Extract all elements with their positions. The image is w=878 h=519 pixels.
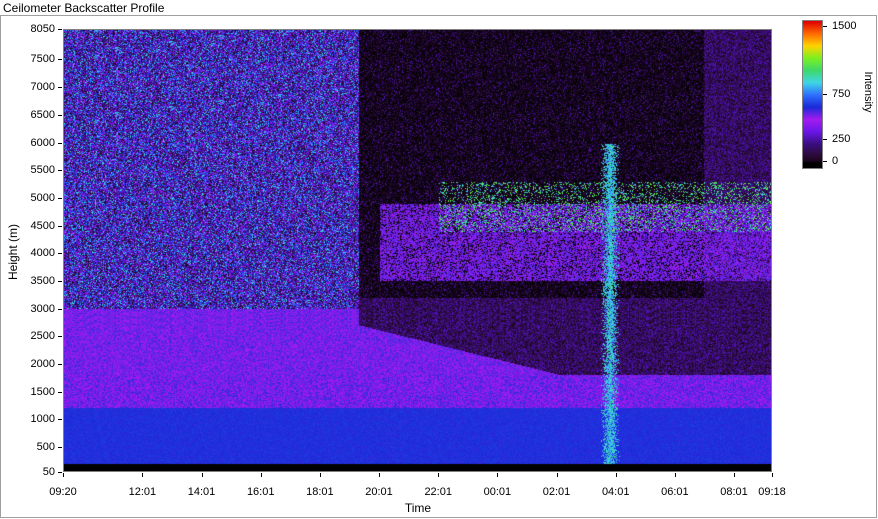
x-tick-mark [142, 473, 144, 477]
y-tick-label: 1000 [30, 413, 55, 426]
y-tick-mark [58, 87, 62, 89]
chart-title: Ceilometer Backscatter Profile [3, 1, 165, 15]
x-tick-label: 09:20 [49, 486, 77, 498]
x-tick-mark [260, 473, 262, 477]
x-tick-label: 04:01 [601, 486, 630, 498]
x-tick-label: 12:01 [128, 486, 157, 498]
y-tick-label: 4000 [30, 247, 55, 260]
x-tick-label: 09:18 [758, 486, 786, 498]
y-tick-mark [58, 280, 62, 282]
x-tick-label: 16:01 [246, 486, 275, 498]
x-tick-mark [63, 473, 64, 477]
y-tick-label: 500 [36, 441, 55, 454]
y-tick-mark [58, 29, 62, 30]
y-tick-label: 8050 [30, 23, 55, 35]
x-tick-mark [201, 473, 203, 477]
y-tick-mark [58, 142, 62, 144]
y-tick-mark [58, 253, 62, 255]
x-tick-mark [497, 473, 499, 477]
y-tick-mark [58, 391, 62, 393]
colorbar-tick-label: 0 [832, 155, 839, 167]
x-tick-label: 00:01 [483, 486, 512, 498]
colorbar-label: Intensity [862, 71, 874, 113]
colorbar-tick-mark [823, 161, 827, 162]
x-tick-mark [772, 473, 773, 477]
colorbar-tick-label: 750 [832, 87, 851, 100]
y-tick-mark [58, 308, 62, 310]
y-tick-mark [58, 59, 62, 61]
x-tick-label: 02:01 [542, 486, 571, 498]
x-tick-label: 14:01 [187, 486, 216, 498]
y-tick-mark [58, 419, 62, 421]
colorbar [802, 20, 823, 169]
y-tick-mark [58, 114, 62, 116]
y-tick-label: 50 [42, 466, 55, 478]
colorbar-tick-label: 250 [832, 132, 851, 145]
backscatter-heatmap[interactable] [64, 30, 771, 471]
x-tick-label: 18:01 [306, 486, 334, 498]
x-tick-mark [734, 473, 736, 477]
y-tick-mark [58, 336, 62, 338]
y-tick-label: 5000 [30, 191, 55, 204]
x-tick-mark [379, 473, 381, 477]
plot-area[interactable] [63, 29, 772, 472]
y-tick-label: 7000 [30, 81, 55, 94]
y-tick-label: 3500 [30, 274, 55, 287]
y-tick-mark [58, 472, 62, 473]
y-tick-mark [58, 364, 62, 366]
colorbar-tick-mark [823, 26, 827, 27]
y-tick-mark [58, 225, 62, 227]
x-tick-mark [556, 473, 558, 477]
x-tick-label: 06:01 [661, 486, 689, 498]
y-tick-mark [58, 170, 62, 172]
y-tick-label: 1500 [30, 385, 55, 398]
colorbar-tick-mark [823, 93, 827, 95]
x-tick-mark [438, 473, 440, 477]
y-tick-label: 6000 [30, 136, 55, 149]
x-tick-label: 20:01 [365, 486, 393, 498]
x-tick-mark [319, 473, 321, 477]
y-tick-mark [58, 197, 62, 199]
x-axis-label: Time [404, 501, 432, 515]
y-tick-label: 3000 [30, 302, 55, 315]
y-tick-label: 6500 [30, 108, 55, 121]
y-tick-mark [58, 447, 62, 449]
y-tick-label: 7500 [30, 53, 55, 66]
y-tick-label: 4500 [30, 219, 55, 232]
colorbar-tick-mark [823, 138, 827, 140]
x-tick-mark [615, 473, 617, 477]
x-tick-label: 08:01 [720, 486, 748, 498]
x-tick-label: 22:01 [424, 486, 452, 498]
y-tick-label: 2500 [30, 330, 55, 343]
colorbar-tick-label: 1500 [832, 20, 857, 32]
y-tick-label: 2000 [30, 358, 55, 371]
y-tick-label: 5500 [30, 164, 55, 177]
chart-frame [0, 15, 877, 518]
x-tick-mark [674, 473, 676, 477]
